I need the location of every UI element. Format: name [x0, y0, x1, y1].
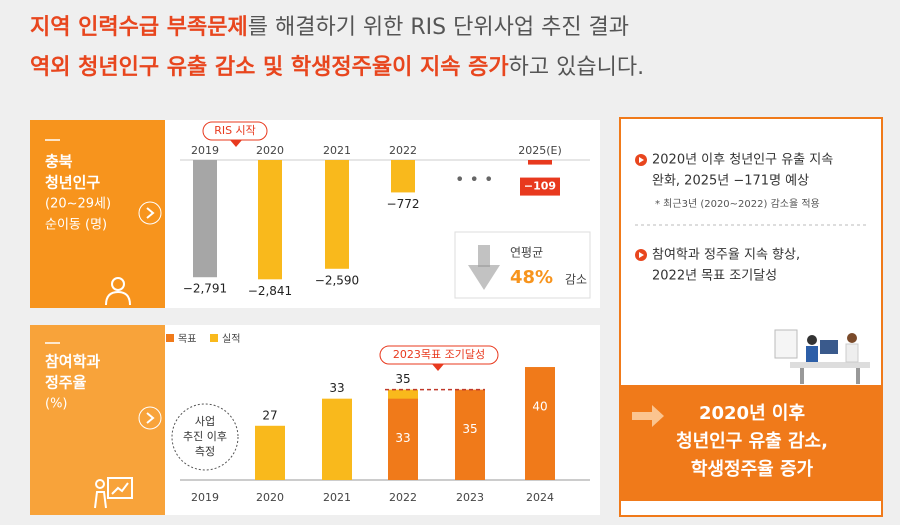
bar — [325, 160, 349, 269]
bar — [322, 398, 352, 480]
headline-text: 를 해결하기 위한 RIS 단위사업 추진 결과 — [248, 15, 629, 40]
legend-swatch — [166, 334, 174, 342]
conclusion-arrow — [632, 405, 664, 427]
value-label: 27 — [262, 408, 277, 422]
bar — [455, 389, 485, 480]
headline-1: 지역 인력수급 부족문제를 해결하기 위한 RIS 단위사업 추진 결과 — [30, 15, 629, 40]
headline-emph: 역외 청년인구 유출 감소 및 학생정주율이 지속 증가 — [30, 55, 509, 80]
headline-2: 역외 청년인구 유출 감소 및 학생정주율이 지속 증가하고 있습니다. — [30, 55, 644, 80]
x-tick-label: 2021 — [323, 144, 351, 157]
legend-swatch — [210, 334, 218, 342]
bar — [388, 398, 418, 480]
arrow-dot-icon — [146, 207, 155, 219]
value-label: 33 — [329, 381, 344, 395]
x-tick-label: 2020 — [256, 491, 284, 504]
headline-text: 하고 있습니다. — [509, 55, 644, 80]
legend-label: 목표 — [178, 333, 196, 345]
x-tick-label: 2025(E) — [518, 144, 562, 157]
x-tick-label: 2023 — [456, 491, 484, 504]
conclusion-text: 청년인구 유출 감소, — [676, 431, 828, 452]
note-text: 사업 — [195, 415, 215, 428]
conclusion-text: 2020년 이후 — [699, 403, 805, 424]
bar — [193, 160, 217, 278]
chart-label: 참여학과 — [45, 353, 100, 371]
chart-label: 충북 — [45, 153, 73, 171]
bar — [525, 367, 555, 480]
annotation: 2023목표 조기달성 — [393, 348, 485, 361]
value-label: 33 — [395, 431, 410, 445]
value-label: 35 — [462, 422, 477, 436]
value-label: −109 — [524, 180, 556, 193]
bullet-icon — [639, 157, 644, 163]
arrow-dot-icon — [146, 412, 155, 424]
chart-label: (%) — [45, 397, 68, 412]
annotation-pointer — [432, 364, 444, 371]
x-tick-label: 2022 — [389, 144, 417, 157]
value-label: 35 — [395, 372, 410, 386]
x-tick-label: 2020 — [256, 144, 284, 157]
panel-text: 참여학과 정주율 지속 향상, — [652, 248, 800, 263]
arrow-dot — [138, 406, 162, 430]
presenter-icon — [94, 477, 133, 509]
x-tick-label: 2024 — [526, 491, 554, 504]
annotation: RIS 시작 — [214, 124, 256, 137]
value-label: −772 — [387, 197, 420, 211]
summary-value: 48% — [510, 267, 553, 288]
conclusion-box — [620, 385, 882, 501]
x-tick-label: 2021 — [323, 491, 351, 504]
bar — [258, 160, 282, 280]
bullet-icon — [639, 252, 644, 258]
value-label: −2,590 — [315, 273, 359, 287]
bar — [528, 160, 552, 165]
panel-note: * 최근3년 (2020~2022) 감소율 적용 — [655, 198, 820, 210]
person-icon — [105, 277, 131, 306]
value-label: −2,791 — [183, 282, 227, 296]
note-circle — [171, 403, 239, 471]
office-illustration — [774, 329, 870, 384]
chart-label: 순이동 (명) — [45, 218, 107, 233]
annotation-pointer — [230, 140, 242, 147]
bar — [255, 425, 285, 480]
ellipsis: • • • — [455, 170, 493, 189]
chart-label: 정주율 — [45, 374, 87, 392]
panel-text: 2020년 이후 청년인구 유출 지속 — [652, 153, 833, 168]
summary-label: 연평균 — [510, 246, 543, 260]
chart-label: (20~29세) — [45, 197, 111, 212]
x-tick-label: 2019 — [191, 144, 219, 157]
legend-label: 실적 — [222, 333, 240, 345]
x-tick-label: 2022 — [389, 491, 417, 504]
value-label: −2,841 — [248, 284, 292, 298]
chart-label: 청년인구 — [45, 174, 100, 192]
summary-suffix: 감소 — [565, 273, 587, 287]
arrow-dot — [138, 201, 162, 225]
down-arrow-icon — [468, 245, 500, 290]
value-label: 40 — [532, 400, 547, 414]
bar — [391, 160, 415, 193]
conclusion-text: 학생정주율 증가 — [691, 458, 814, 480]
headline-emph: 지역 인력수급 부족문제 — [30, 15, 248, 40]
x-tick-label: 2019 — [191, 491, 219, 504]
value-label-box — [520, 177, 560, 196]
note-text: 추진 이후 — [183, 430, 227, 443]
note-text: 측정 — [195, 445, 215, 458]
panel-text: 완화, 2025년 −171명 예상 — [652, 174, 809, 189]
panel-text: 2022년 목표 조기달성 — [652, 269, 777, 284]
